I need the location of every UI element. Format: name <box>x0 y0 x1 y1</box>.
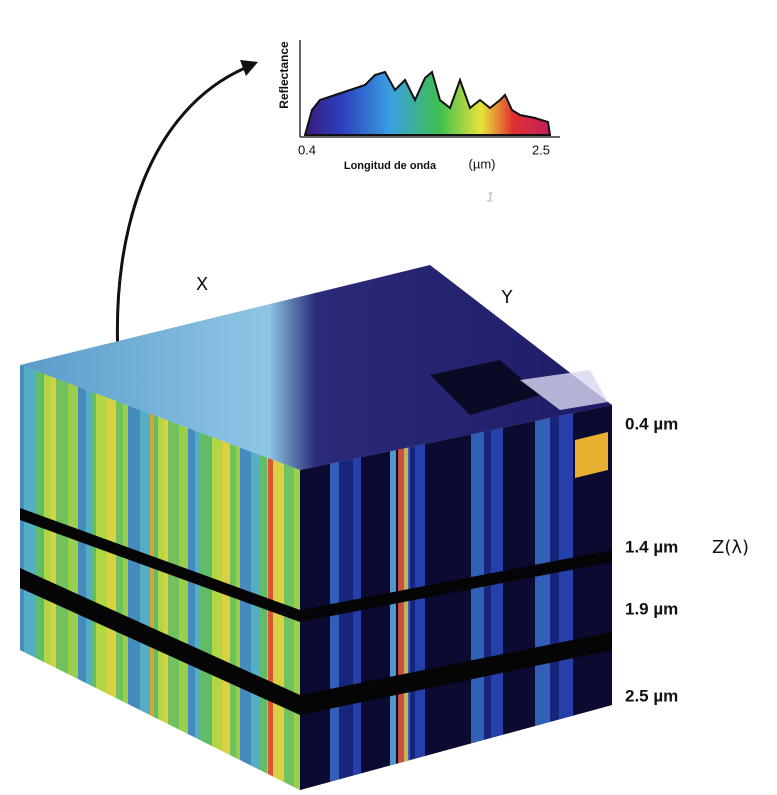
stripe <box>140 360 150 795</box>
x-max-label: 2.5 <box>532 142 550 157</box>
x-axis-label: Longitud de onda <box>344 160 437 172</box>
spectrum-curve <box>305 72 550 135</box>
stripe <box>96 360 107 795</box>
stripe <box>550 360 559 795</box>
arrow <box>117 68 245 355</box>
x-min-label: 0.4 <box>298 142 316 157</box>
data-cube <box>20 265 615 795</box>
stripe <box>573 360 581 795</box>
stripe <box>559 360 573 795</box>
x-label: X <box>196 274 208 295</box>
stripe <box>56 360 68 795</box>
stripe <box>128 360 140 795</box>
top-heat <box>575 432 608 478</box>
band-label: 0.4 µm <box>625 414 678 433</box>
stripe <box>150 360 154 795</box>
x-unit: (µm) <box>469 156 496 171</box>
stripe <box>44 360 51 795</box>
y-label: Y <box>501 287 514 308</box>
band-label: 1.4 µm <box>625 537 678 556</box>
stripe <box>158 360 164 795</box>
stripe <box>86 360 92 795</box>
stripe <box>601 360 613 795</box>
diagram: Reflectance 0.4 2.5 Longitud de onda (µm… <box>0 0 777 795</box>
band-label: 1.9 µm <box>625 599 678 618</box>
stripe <box>123 360 128 795</box>
y-axis-label: Reflectance <box>277 41 291 109</box>
stripe <box>51 360 56 795</box>
z-label: Z(λ) <box>712 537 749 558</box>
stripe <box>168 360 179 795</box>
spectrum-inset: Reflectance 0.4 2.5 Longitud de onda (µm… <box>277 40 560 205</box>
annotation: 1 <box>486 189 494 205</box>
stripe <box>116 360 123 795</box>
stripe <box>78 360 86 795</box>
stripe <box>164 360 168 795</box>
stripe <box>92 360 96 795</box>
band-label: 2.5 µm <box>625 686 678 705</box>
stripe <box>535 360 550 795</box>
stripe <box>68 360 78 795</box>
stripe <box>107 360 116 795</box>
stripe <box>581 360 594 795</box>
stripe <box>594 360 601 795</box>
